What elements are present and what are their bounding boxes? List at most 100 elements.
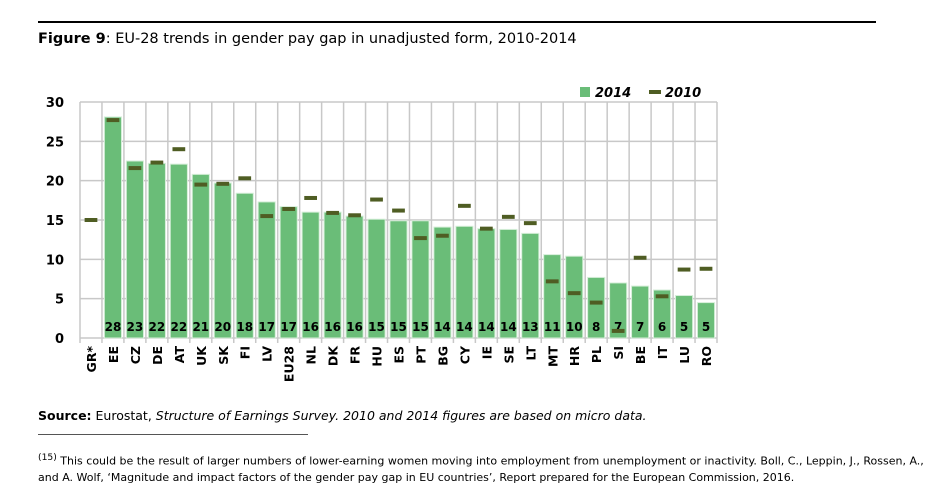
marker-2010: [128, 166, 142, 171]
x-tick-label: IE: [479, 346, 494, 359]
footnote-text: This could be the result of larger numbe…: [38, 454, 924, 484]
data-label: 15: [412, 320, 429, 334]
marker-2010: [326, 210, 339, 215]
marker-2010: [589, 300, 603, 305]
bar-2014: [213, 182, 232, 339]
data-label: 6: [658, 320, 666, 334]
marker-2010: [545, 279, 559, 284]
bar-2014: [147, 162, 166, 339]
data-label: 21: [192, 320, 209, 334]
marker-2010: [523, 221, 537, 226]
data-label: 15: [390, 320, 407, 334]
x-tick-label: SI: [611, 346, 626, 360]
footnote-marker: (15): [38, 452, 57, 463]
marker-2010: [633, 255, 647, 260]
marker-2010: [150, 160, 164, 165]
marker-2010: [370, 197, 383, 202]
footnote: (15) This could be the result of larger …: [38, 450, 928, 486]
data-label: 17: [258, 320, 275, 334]
data-label: 16: [346, 320, 363, 334]
x-tick-label: UK: [194, 345, 209, 366]
bar-2014: [301, 211, 320, 339]
y-tick-label: 5: [55, 293, 64, 308]
marker-2010: [436, 233, 449, 238]
data-label: 10: [566, 320, 583, 334]
x-tick-label: NL: [304, 346, 319, 364]
bar-2014: [587, 276, 606, 339]
x-tick-label: EU28: [282, 346, 297, 382]
marker-2010: [655, 294, 669, 299]
x-tick-label: SE: [501, 346, 516, 364]
data-label: 14: [500, 320, 517, 334]
marker-2010: [501, 214, 515, 219]
source-italic: Structure of Earnings Survey. 2010 and 2…: [155, 408, 647, 423]
marker-2010: [677, 267, 691, 272]
marker-2010: [348, 213, 361, 218]
figure-title-text: : EU-28 trends in gender pay gap in unad…: [105, 31, 577, 47]
bar-2014: [609, 282, 628, 339]
chart: 0 5 10 15 20 25 30 GR* 28 EE 23 CZ 22 DE 22 AT 21 UK 20 SK 1…: [46, 86, 718, 382]
bar-2014: [257, 201, 276, 339]
marker-2010: [84, 218, 98, 222]
data-label: 8: [592, 320, 600, 334]
marker-2010: [172, 147, 186, 152]
data-label: 22: [170, 320, 187, 334]
x-tick-label: CZ: [128, 346, 143, 364]
bar-2014: [631, 285, 650, 339]
bar-2014: [389, 220, 408, 339]
y-tick-label: 0: [55, 332, 64, 347]
marker-2010: [194, 182, 208, 187]
top-rule: [38, 21, 876, 23]
x-tick-label: LU: [677, 346, 692, 364]
marker-2010: [260, 214, 274, 219]
data-label: 13: [522, 320, 539, 334]
marker-2010: [216, 181, 230, 186]
data-label: 20: [214, 320, 231, 334]
x-tick-label: BE: [633, 346, 648, 364]
data-label: 5: [702, 320, 710, 334]
marker-2010: [282, 206, 296, 211]
data-label: 23: [127, 320, 144, 334]
bar-2014: [696, 302, 716, 339]
x-tick-label: PL: [589, 346, 604, 363]
bar-2014: [653, 289, 672, 339]
bar-2014: [521, 232, 540, 339]
x-tick-label: LV: [260, 346, 275, 362]
x-tick-label: DE: [150, 346, 165, 365]
bar-2014: [169, 163, 188, 339]
footnote-rule: [38, 434, 308, 435]
data-label: 16: [302, 320, 319, 334]
data-label: 7: [614, 320, 622, 334]
source-text: Eurostat,: [91, 408, 156, 423]
x-tick-label: GR*: [84, 346, 99, 373]
x-tick-label: MT: [545, 346, 560, 367]
data-label: 7: [636, 320, 644, 334]
x-tick-label: FR: [348, 346, 363, 365]
marker-2010: [106, 118, 120, 123]
marker-2010: [414, 236, 427, 241]
marker-2010: [567, 291, 581, 296]
data-label: 17: [280, 320, 297, 334]
data-label: 18: [236, 320, 253, 334]
x-tick-label: IT: [655, 346, 670, 360]
x-tick-label: DK: [326, 345, 341, 366]
data-label: 11: [544, 320, 561, 334]
bar-2014: [279, 206, 298, 339]
bar-2014: [455, 225, 474, 339]
y-tick-label: 20: [46, 175, 64, 190]
legend-label-2010: 2010: [665, 86, 701, 101]
y-tick-label: 10: [46, 253, 64, 268]
legend-label-2014: 2014: [595, 86, 631, 101]
bar-2014: [125, 160, 144, 339]
bar-2014: [499, 228, 518, 339]
x-tick-label: BG: [435, 346, 450, 366]
legend-swatch-2010: [649, 90, 661, 94]
marker-2010: [304, 195, 318, 200]
figure-label: Figure 9: [38, 31, 106, 47]
bar-2014: [433, 226, 452, 339]
x-tick-label: AT: [172, 346, 187, 364]
x-tick-label: HR: [567, 346, 582, 366]
marker-2010: [458, 203, 471, 208]
x-tick-label: RO: [699, 346, 714, 366]
data-label: 28: [105, 320, 122, 334]
